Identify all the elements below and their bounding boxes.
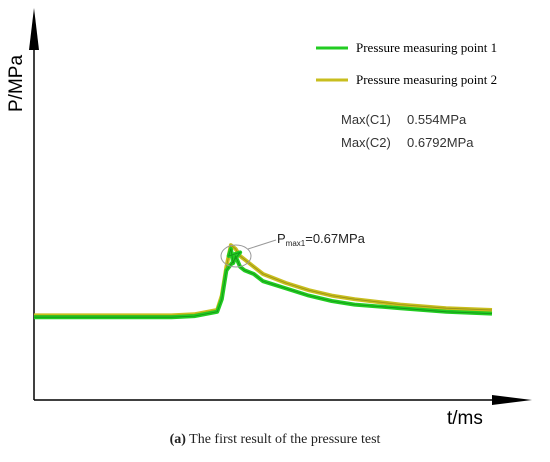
peak-circle: [220, 244, 252, 268]
legend-label-series-2: Pressure measuring point 2: [356, 72, 497, 87]
pressure-chart: P/MPa t/ms Pressure measuring point 1 Pr…: [6, 8, 532, 429]
x-axis-title: t/ms: [447, 408, 483, 429]
series-edge-1: [34, 248, 493, 318]
caption-label: (a): [169, 432, 186, 447]
peak-annotation: Pmax1=0.67MPa: [220, 231, 366, 268]
x-axis-arrow: [492, 395, 532, 405]
peak-label: Pmax1=0.67MPa: [277, 231, 366, 248]
series-layer: [34, 243, 493, 320]
legend-label-series-1: Pressure measuring point 1: [356, 40, 497, 55]
caption-text: The first result of the pressure test: [185, 432, 381, 447]
stat-label-c2: Max(C2): [341, 135, 391, 150]
stat-value-c2: 0.6792MPa: [407, 135, 474, 150]
stat-label-c1: Max(C1): [341, 112, 391, 127]
y-axis-arrow: [29, 8, 39, 50]
max-stats: Max(C1) 0.554MPa Max(C2) 0.6792MPa: [341, 112, 474, 150]
legend: Pressure measuring point 1 Pressure meas…: [316, 40, 497, 87]
figure-caption: (a) The first result of the pressure tes…: [0, 432, 550, 448]
y-axis-title: P/MPa: [6, 55, 27, 112]
stat-value-c1: 0.554MPa: [407, 112, 467, 127]
peak-leader-line: [247, 239, 277, 250]
